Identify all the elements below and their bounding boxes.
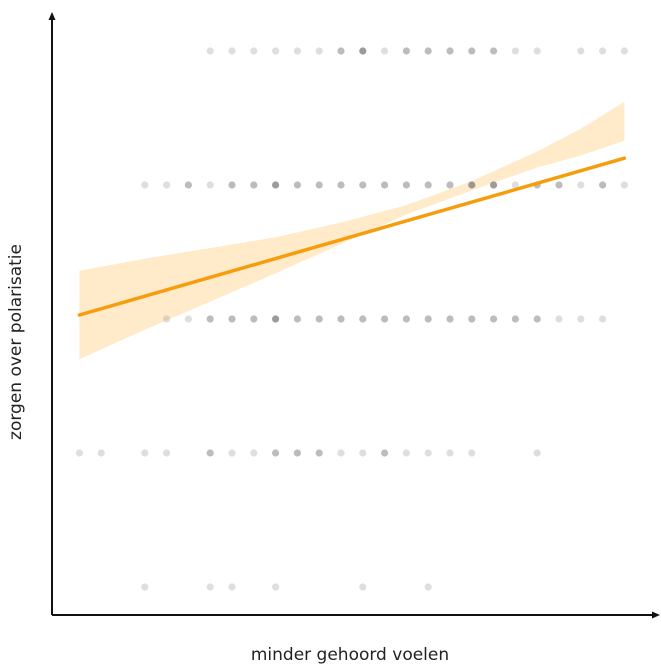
trend-line-layer [77, 156, 627, 317]
y-axis-label: zorgen over polarisatie [6, 244, 26, 440]
data-point [359, 583, 367, 591]
trend-line [77, 156, 627, 317]
data-point [250, 47, 258, 55]
data-points-layer [75, 47, 629, 591]
data-point [490, 315, 498, 323]
x-axis-arrow-icon [652, 611, 660, 619]
data-point [555, 181, 563, 189]
data-point [184, 315, 192, 323]
data-point [315, 315, 323, 323]
data-point [337, 47, 345, 55]
y-axis-arrow-icon [48, 12, 56, 20]
data-point [250, 315, 258, 323]
data-point [424, 47, 432, 55]
data-point [359, 47, 367, 55]
data-point [577, 315, 585, 323]
data-point [315, 449, 323, 457]
data-point [315, 181, 323, 189]
data-point [272, 583, 280, 591]
data-point [272, 181, 280, 189]
data-point [599, 47, 607, 55]
data-point [511, 47, 519, 55]
data-point [141, 449, 149, 457]
data-point [402, 47, 410, 55]
x-axis-label: minder gehoord voelen [251, 645, 449, 665]
confidence-band-layer [79, 101, 625, 360]
data-point [599, 181, 607, 189]
data-point [337, 181, 345, 189]
data-point [599, 315, 607, 323]
data-point [533, 315, 541, 323]
data-point [424, 449, 432, 457]
data-point [359, 449, 367, 457]
data-point [446, 449, 454, 457]
data-point [533, 47, 541, 55]
data-point [468, 315, 476, 323]
data-point [272, 449, 280, 457]
data-point [228, 449, 236, 457]
data-point [424, 181, 432, 189]
data-point [250, 449, 258, 457]
data-point [293, 181, 301, 189]
data-point [468, 449, 476, 457]
data-point [446, 181, 454, 189]
data-point [250, 181, 258, 189]
data-point [163, 315, 171, 323]
data-point [490, 47, 498, 55]
data-point [206, 583, 214, 591]
data-point [141, 181, 149, 189]
data-point [511, 315, 519, 323]
data-point [555, 315, 563, 323]
data-point [293, 315, 301, 323]
data-point [293, 449, 301, 457]
data-point [206, 181, 214, 189]
data-point [359, 181, 367, 189]
data-point [424, 315, 432, 323]
data-point [577, 47, 585, 55]
data-point [468, 47, 476, 55]
data-point [490, 181, 498, 189]
data-point [228, 315, 236, 323]
data-point [337, 315, 345, 323]
data-point [163, 449, 171, 457]
data-point [141, 583, 149, 591]
data-point [402, 315, 410, 323]
data-point [272, 47, 280, 55]
data-point [206, 47, 214, 55]
axes [48, 12, 660, 619]
data-point [468, 181, 476, 189]
data-point [446, 315, 454, 323]
data-point [381, 47, 389, 55]
data-point [381, 315, 389, 323]
data-point [533, 449, 541, 457]
data-point [620, 181, 629, 189]
data-point [424, 583, 432, 591]
data-point [163, 181, 171, 189]
data-point [315, 47, 323, 55]
data-point [228, 181, 236, 189]
data-point [228, 47, 236, 55]
data-point [577, 181, 585, 189]
data-point [206, 315, 214, 323]
data-point [381, 449, 389, 457]
data-point [402, 449, 410, 457]
data-point [97, 449, 105, 457]
data-point [359, 315, 367, 323]
data-point [511, 181, 519, 189]
data-point [337, 449, 345, 457]
confidence-band [79, 101, 625, 360]
data-point [272, 315, 280, 323]
data-point [446, 47, 454, 55]
data-point [206, 449, 214, 457]
data-point [228, 583, 236, 591]
data-point [184, 181, 192, 189]
data-point [381, 181, 389, 189]
data-point [293, 47, 301, 55]
data-point [75, 449, 83, 457]
data-point [620, 47, 629, 55]
data-point [402, 181, 410, 189]
